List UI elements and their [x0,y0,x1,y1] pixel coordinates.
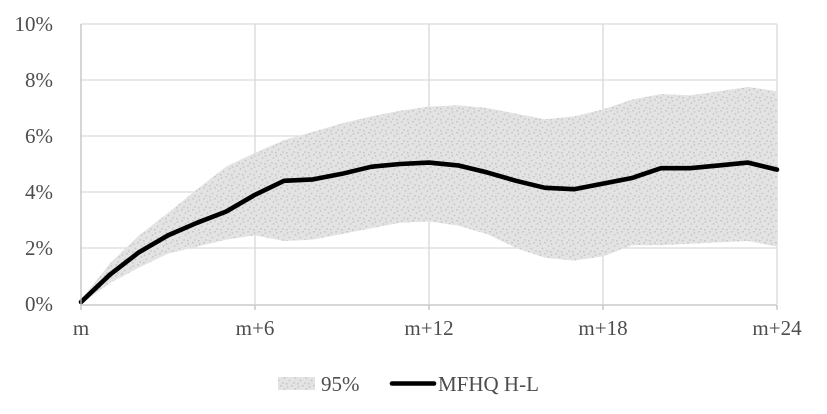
y-tick-label: 4% [25,180,53,204]
x-tick-label: m [73,316,89,340]
confidence-band-95 [81,87,777,304]
mfhq-hl-line [78,160,780,305]
y-tick-label: 0% [25,292,53,316]
x-tick-label: m+6 [236,316,275,340]
legend-band-swatch [278,377,315,390]
x-tick-label: m+24 [752,316,802,340]
y-tick-label: 8% [25,68,53,92]
y-tick-label: 6% [25,124,53,148]
legend-label-95: 95% [321,372,360,396]
y-tick-label: 2% [25,236,53,260]
axis-labels: 0% 2% 4% 6% 8% 10% m m+6 m+12 m+18 m+24 [15,12,803,340]
y-tick-label: 10% [15,12,54,36]
x-tick-label: m+18 [578,316,627,340]
legend-label-mfhq-hl: MFHQ H-L [438,372,539,396]
x-tick-label: m+12 [404,316,453,340]
legend: 95% MFHQ H-L [278,372,539,396]
axes [80,24,778,310]
data-line-layer [78,160,780,305]
confidence-band-layer [81,87,777,304]
